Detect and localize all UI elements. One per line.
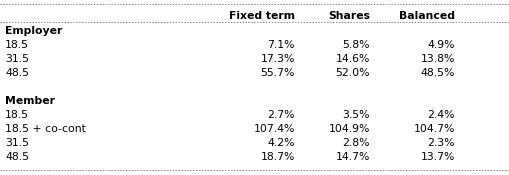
Text: 55.7%: 55.7% — [260, 68, 294, 78]
Text: 13.8%: 13.8% — [420, 54, 454, 64]
Text: 107.4%: 107.4% — [253, 124, 294, 134]
Text: 104.7%: 104.7% — [413, 124, 454, 134]
Text: 104.9%: 104.9% — [328, 124, 369, 134]
Text: 14.6%: 14.6% — [335, 54, 369, 64]
Text: 31.5: 31.5 — [5, 54, 29, 64]
Text: 18.5: 18.5 — [5, 110, 29, 120]
Text: 13.7%: 13.7% — [420, 152, 454, 162]
Text: 14.7%: 14.7% — [335, 152, 369, 162]
Text: Fixed term: Fixed term — [229, 11, 294, 21]
Text: Member: Member — [5, 96, 55, 106]
Text: 2.8%: 2.8% — [342, 138, 369, 148]
Text: 3.5%: 3.5% — [342, 110, 369, 120]
Text: 48.5: 48.5 — [5, 152, 29, 162]
Text: 7.1%: 7.1% — [267, 40, 294, 50]
Text: 2.4%: 2.4% — [427, 110, 454, 120]
Text: 31.5: 31.5 — [5, 138, 29, 148]
Text: Shares: Shares — [327, 11, 369, 21]
Text: 18.5 + co-cont: 18.5 + co-cont — [5, 124, 86, 134]
Text: 18.5: 18.5 — [5, 40, 29, 50]
Text: Employer: Employer — [5, 26, 62, 36]
Text: 4.2%: 4.2% — [267, 138, 294, 148]
Text: Balanced: Balanced — [398, 11, 454, 21]
Text: 48.5: 48.5 — [5, 68, 29, 78]
Text: 48.5%: 48.5% — [420, 68, 454, 78]
Text: 5.8%: 5.8% — [342, 40, 369, 50]
Text: 2.7%: 2.7% — [267, 110, 294, 120]
Text: 17.3%: 17.3% — [260, 54, 294, 64]
Text: 18.7%: 18.7% — [260, 152, 294, 162]
Text: 52.0%: 52.0% — [335, 68, 369, 78]
Text: 4.9%: 4.9% — [427, 40, 454, 50]
Text: 2.3%: 2.3% — [427, 138, 454, 148]
